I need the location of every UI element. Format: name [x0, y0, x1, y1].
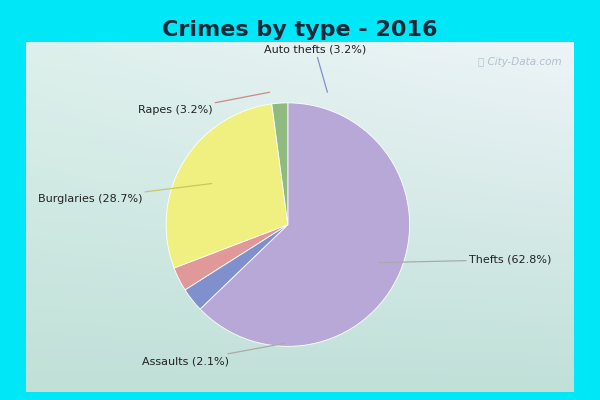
Text: Burglaries (28.7%): Burglaries (28.7%) [38, 184, 212, 204]
Wedge shape [174, 225, 288, 290]
Text: Rapes (3.2%): Rapes (3.2%) [138, 92, 269, 116]
Wedge shape [200, 103, 410, 346]
Wedge shape [272, 103, 288, 225]
Wedge shape [166, 104, 288, 268]
Text: Auto thefts (3.2%): Auto thefts (3.2%) [264, 45, 367, 92]
Text: Thefts (62.8%): Thefts (62.8%) [379, 255, 551, 265]
Text: ⓘ City-Data.com: ⓘ City-Data.com [478, 57, 562, 67]
Text: Crimes by type - 2016: Crimes by type - 2016 [162, 20, 438, 40]
Wedge shape [185, 225, 288, 309]
Text: Assaults (2.1%): Assaults (2.1%) [142, 343, 285, 366]
